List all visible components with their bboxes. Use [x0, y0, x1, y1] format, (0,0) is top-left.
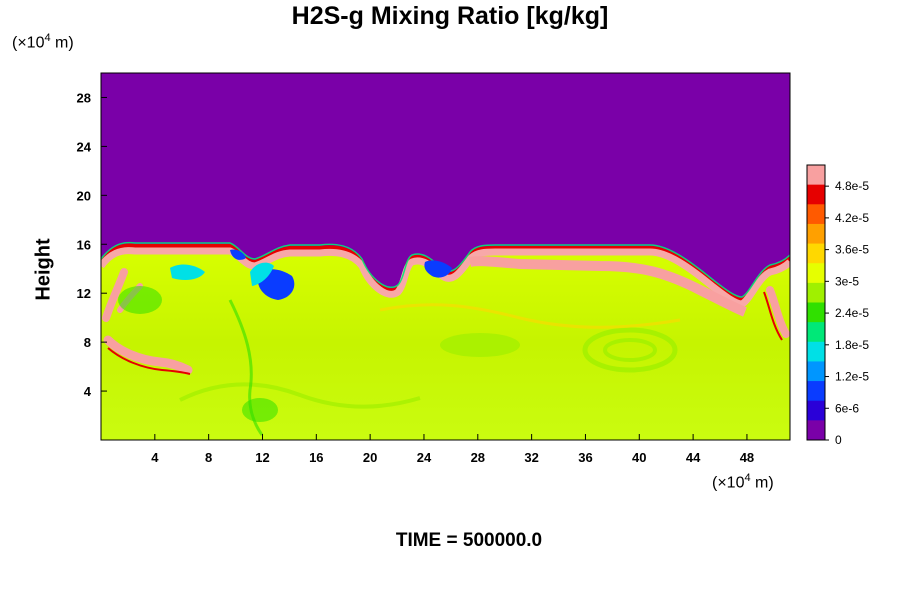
- filament: [102, 268, 128, 322]
- y-tick-label: 20: [77, 188, 91, 203]
- x-tick-label: 16: [309, 450, 323, 465]
- y-axis-unit: (×104 m): [12, 32, 74, 52]
- y-tick-label: 4: [84, 384, 92, 399]
- colorbar-swatch: [807, 204, 825, 225]
- colorbar-swatch: [807, 223, 825, 245]
- low-pocket: [424, 260, 452, 278]
- x-tick-label: 44: [686, 450, 701, 465]
- y-tick-label: 24: [77, 139, 92, 154]
- colorbar-swatch: [807, 165, 825, 186]
- boundary-maximum-band-inner: [469, 256, 747, 317]
- colorbar-swatch: [807, 302, 825, 323]
- y-tick-label: 28: [77, 90, 91, 105]
- x-tick-label: 48: [740, 450, 754, 465]
- boundary-edge: [101, 243, 790, 303]
- y-tick-label: 12: [77, 286, 91, 301]
- x-tick-label: 40: [632, 450, 646, 465]
- x-tick-label: 12: [255, 450, 269, 465]
- x-axis-ticks: 4 8 12 16 20 24 28 32 36 40 44 48: [151, 434, 754, 465]
- time-label: TIME = 500000.0: [395, 530, 543, 551]
- chart-title: H2S-g Mixing Ratio [kg/kg]: [291, 2, 609, 30]
- colorbar-tick-label: 1.2e-5: [835, 370, 869, 384]
- filament: [103, 335, 193, 375]
- colorbar-tick-label: 3.6e-5: [835, 243, 869, 257]
- colorbar-swatch: [807, 263, 825, 284]
- colorbar-swatch: [807, 282, 825, 303]
- x-tick-label: 28: [471, 450, 485, 465]
- colorbar-swatch: [807, 341, 825, 362]
- y-tick-label: 8: [84, 335, 91, 350]
- y-tick-label: 16: [77, 237, 91, 252]
- y-axis-ticks: 4 8 12 16 20 24 28: [77, 90, 107, 399]
- colorbar-tick-label: 6e-6: [835, 401, 859, 415]
- colorbar-tick-label: 3e-5: [835, 274, 859, 288]
- colorbar-swatch: [807, 400, 825, 421]
- colorbar-tick-label: 4.2e-5: [835, 211, 869, 225]
- colorbar-swatch: [807, 322, 825, 343]
- x-tick-label: 8: [205, 450, 212, 465]
- x-tick-label: 24: [417, 450, 432, 465]
- x-tick-label: 36: [578, 450, 592, 465]
- colorbar-tick-label: 1.8e-5: [835, 338, 869, 352]
- colorbar-swatch: [807, 184, 825, 205]
- plot-frame: [100, 72, 791, 441]
- colorbar-tick-label: 0: [835, 433, 842, 447]
- x-tick-label: 4: [151, 450, 159, 465]
- colorbar-tick-label: 2.4e-5: [835, 306, 869, 320]
- colorbar-frame: [806, 164, 826, 441]
- x-axis-unit: (×104 m): [712, 472, 774, 492]
- x-tick-label: 20: [363, 450, 377, 465]
- x-tick-label: 32: [524, 450, 538, 465]
- colorbar-swatch: [807, 420, 825, 441]
- colorbar: 0 6e-6 1.2e-5 1.8e-5 2.4e-5 3e-5 3.6e-5 4.2e-5 4…: [806, 164, 869, 447]
- colorbar-swatch: [807, 361, 825, 382]
- heatmap-field: [101, 73, 790, 440]
- colorbar-swatch: [807, 381, 825, 402]
- colorbar-swatch: [807, 243, 825, 264]
- colorbar-tick-label: 4.8e-5: [835, 179, 869, 193]
